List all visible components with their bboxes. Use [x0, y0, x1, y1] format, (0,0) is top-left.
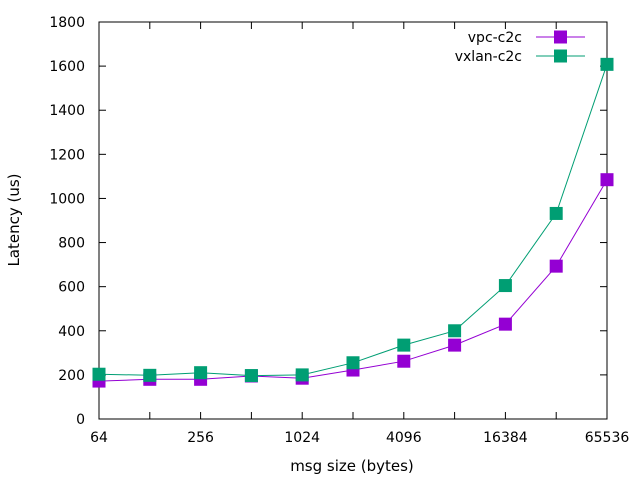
y-tick-label: 1800 [49, 15, 85, 31]
legend-label: vpc-c2c [468, 30, 522, 46]
data-point-vxlan-c2c [244, 369, 258, 383]
data-point-vxlan-c2c [397, 338, 411, 352]
y-axis-label: Latency (us) [5, 173, 23, 266]
y-axis-ticks: 0 200 400 600 800 1000 1200 1400 1600 1800 [49, 15, 607, 428]
y-tick-label: 800 [58, 236, 85, 252]
series-line-vxlan-c2c [98, 64, 608, 377]
plot-frame [98, 21, 608, 420]
x-tick-label: 16384 [483, 430, 528, 446]
x-axis-ticks: 64 256 1024 4096 16384 65536 [90, 22, 629, 446]
x-tick-label: 64 [90, 430, 108, 446]
x-axis-label: msg size (bytes) [290, 457, 414, 475]
data-point-vpc-c2c [397, 354, 411, 368]
y-tick-label: 1400 [49, 103, 85, 119]
y-tick-label: 1600 [49, 59, 85, 75]
legend-swatch-marker [554, 30, 567, 44]
legend: vpc-c2c vxlan-c2c [455, 30, 585, 65]
y-tick-label: 1000 [49, 191, 85, 207]
x-tick-label: 256 [187, 430, 214, 446]
data-point-vxlan-c2c [92, 367, 106, 381]
y-tick-label: 600 [58, 280, 85, 296]
data-point-vxlan-c2c [346, 356, 360, 370]
data-point-vxlan-c2c [600, 57, 614, 71]
data-point-vxlan-c2c [194, 366, 208, 380]
series-layer [92, 57, 614, 388]
y-tick-label: 1200 [49, 147, 85, 163]
data-point-vxlan-c2c [295, 368, 309, 382]
data-point-vpc-c2c [549, 259, 563, 273]
x-tick-label: 65536 [585, 430, 630, 446]
data-point-vpc-c2c [600, 173, 614, 187]
y-tick-label: 200 [58, 368, 85, 384]
data-point-vpc-c2c [448, 338, 462, 352]
series-line-vpc-c2c [98, 179, 608, 382]
x-tick-label: 1024 [284, 430, 320, 446]
data-point-vxlan-c2c [143, 368, 157, 382]
data-point-vxlan-c2c [448, 324, 462, 338]
y-tick-label: 0 [76, 412, 85, 428]
data-point-vxlan-c2c [498, 279, 512, 293]
data-point-vxlan-c2c [549, 206, 563, 220]
x-tick-label: 4096 [386, 430, 422, 446]
legend-swatch-marker [554, 49, 567, 63]
legend-label: vxlan-c2c [455, 49, 522, 65]
data-point-vpc-c2c [498, 317, 512, 331]
y-tick-label: 400 [58, 324, 85, 340]
